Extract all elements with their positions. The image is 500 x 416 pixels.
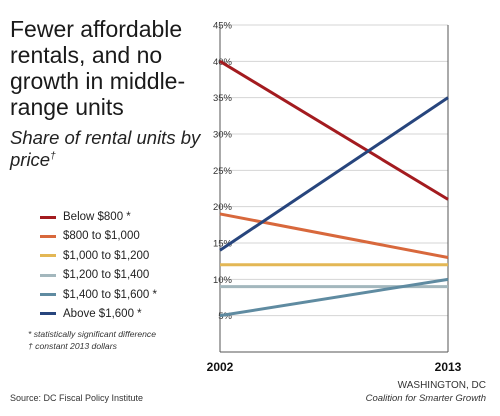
legend-item: $1,400 to $1,600 * — [40, 286, 157, 304]
legend-swatch — [40, 215, 56, 219]
legend-label: $1,200 to $1,400 — [63, 269, 150, 282]
legend-swatch — [40, 273, 56, 277]
x-tick-label: 2013 — [435, 360, 462, 374]
legend-label: $800 to $1,000 — [63, 230, 140, 243]
footnote-significance: * statistically significant difference — [28, 329, 157, 339]
y-tick-label: 45% — [213, 21, 233, 32]
legend-item: $1,200 to $1,400 — [40, 266, 157, 284]
series-line — [219, 60, 449, 201]
y-tick-label: 15% — [213, 239, 233, 250]
series-line — [219, 96, 449, 252]
series-line — [219, 277, 449, 318]
x-tick-label: 2002 — [207, 360, 234, 374]
credit-block: WASHINGTON, DC Coalition for Smarter Gro… — [366, 380, 486, 405]
legend-label: $1,400 to $1,600 * — [63, 288, 157, 301]
credit-location: WASHINGTON, DC — [397, 380, 486, 391]
legend-item: Below $800 * — [40, 208, 157, 226]
legend-swatch — [40, 312, 56, 316]
legend-swatch — [40, 254, 56, 258]
chart-subtitle: Share of rental units by price† — [10, 127, 210, 171]
legend-item: Above $1,600 * — [40, 305, 157, 323]
footnote-dollars: † constant 2013 dollars — [28, 341, 117, 351]
y-tick-label: 35% — [213, 93, 233, 104]
y-tick-label: 10% — [213, 275, 233, 286]
legend: Below $800 * $800 to $1,000 $1,000 to $1,2… — [40, 208, 157, 324]
chart-title: Fewer affordable rentals, and no growth … — [10, 16, 186, 120]
subtitle-text: Share of rental units by price — [10, 127, 201, 170]
legend-label: Below $800 * — [63, 211, 131, 223]
credit-org: Coalition for Smarter Growth — [365, 392, 486, 404]
y-tick-label: 30% — [213, 130, 233, 141]
series-line — [219, 212, 449, 260]
legend-label: Above $1,600 * — [63, 307, 142, 320]
y-tick-label: 20% — [213, 202, 233, 213]
source-note: Source: DC Fiscal Policy Institute — [10, 393, 144, 403]
y-tick-label: 5% — [218, 311, 232, 322]
legend-item: $1,000 to $1,200 — [40, 247, 157, 265]
subtitle-dagger: † — [50, 150, 56, 162]
footnotes: * statistically significant difference †… — [28, 328, 156, 352]
y-tick-label: 25% — [213, 166, 233, 177]
legend-swatch — [40, 293, 56, 297]
legend-swatch — [40, 234, 56, 238]
legend-label: $1,000 to $1,200 — [63, 249, 150, 262]
legend-item: $800 to $1,000 — [40, 227, 157, 245]
